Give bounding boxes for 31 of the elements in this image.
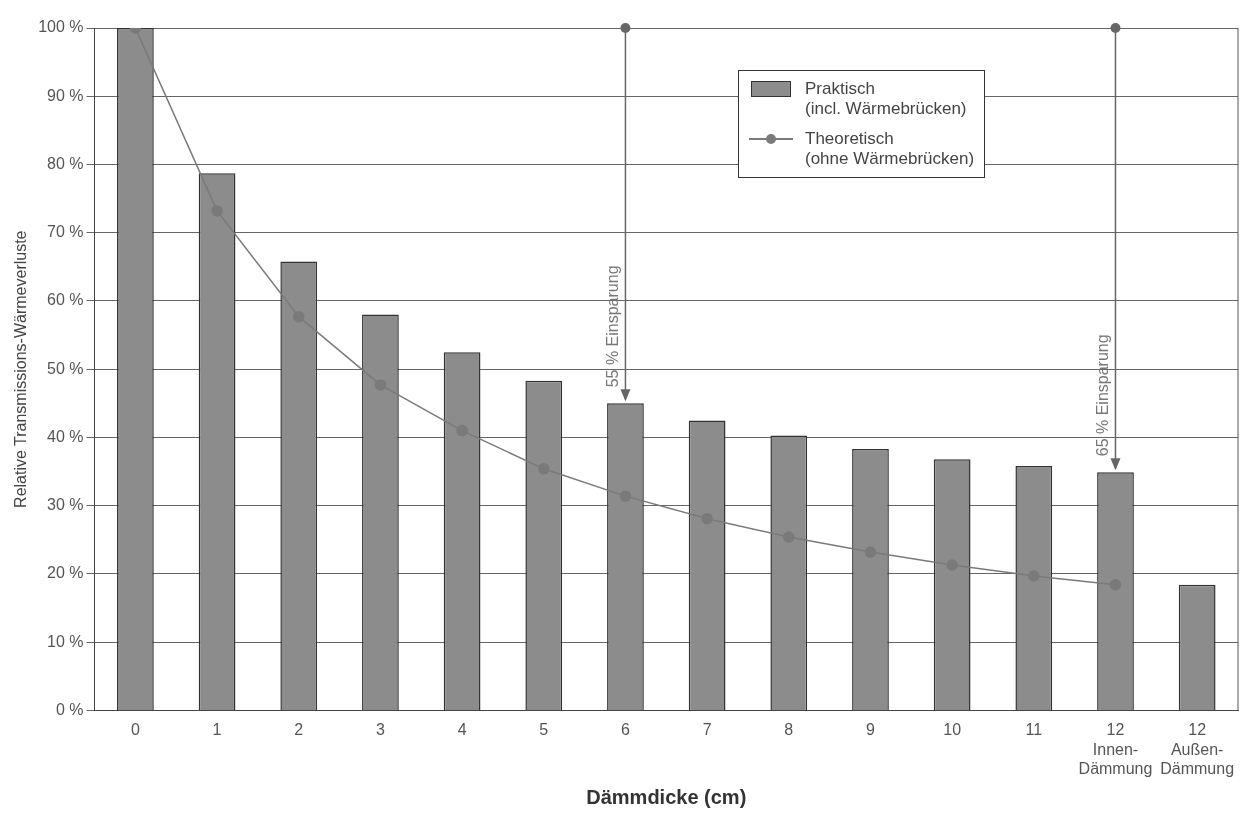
- y-axis-title: Relative Transmissions-Wärmeverluste: [12, 230, 30, 508]
- x-axis-title: Dämmdicke (cm): [586, 785, 747, 808]
- y-tick-label: 10 %: [47, 632, 84, 650]
- y-tick-label: 0 %: [55, 700, 84, 718]
- x-tick-label: 7: [702, 721, 712, 739]
- x-tick-label: 3: [375, 721, 385, 739]
- x-tick-label: 12 Innen- Dämmung: [1078, 721, 1153, 777]
- x-tick-label: 1: [212, 721, 222, 739]
- y-tick-label: 70 %: [47, 223, 84, 241]
- annotation: 65 % Einsparung: [1093, 334, 1111, 457]
- x-tick-label: 2: [294, 721, 304, 739]
- x-tick-label: 0: [130, 721, 140, 739]
- x-tick-label: 6: [620, 721, 630, 739]
- y-tick-label: 80 %: [47, 154, 84, 172]
- y-tick-label: 100 %: [38, 18, 84, 36]
- legend-label: Praktisch (incl. Wärmebrücken): [805, 79, 967, 119]
- x-tick-label: 8: [784, 721, 794, 739]
- x-tick-label: 4: [457, 721, 467, 739]
- x-tick-label: 11: [1025, 721, 1043, 739]
- x-tick-label: 5: [539, 721, 549, 739]
- y-tick-label: 30 %: [47, 496, 84, 514]
- annotation: 55 % Einsparung: [603, 265, 621, 388]
- x-tick-label: 10: [943, 721, 962, 739]
- legend-label: Theoretisch (ohne Wärmebrücken): [805, 129, 975, 169]
- y-tick-label: 60 %: [47, 291, 84, 309]
- x-tick-label: 9: [866, 721, 876, 739]
- y-tick-label: 20 %: [47, 564, 84, 582]
- y-tick-label: 50 %: [47, 359, 84, 377]
- y-tick-label: 40 %: [47, 427, 84, 445]
- y-tick-label: 90 %: [47, 86, 84, 104]
- x-tick-label: 12 Außen- Dämmung: [1160, 721, 1235, 777]
